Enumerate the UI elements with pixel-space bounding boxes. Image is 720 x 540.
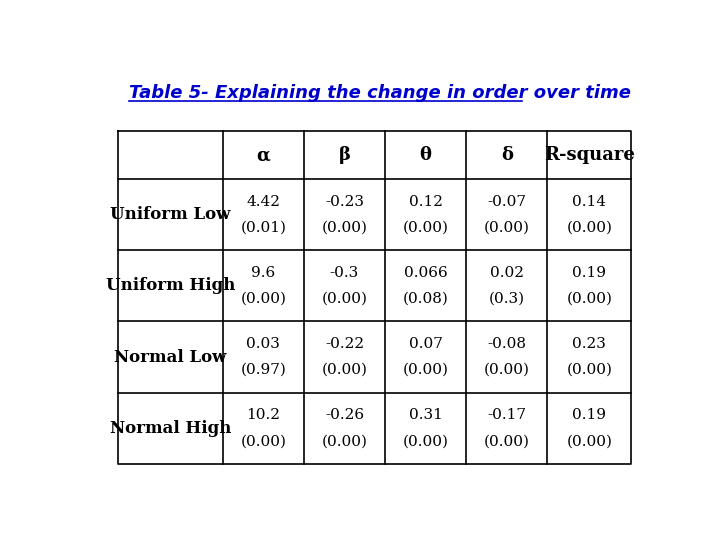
Text: 0.12: 0.12 <box>409 194 443 208</box>
Text: (0.00): (0.00) <box>321 434 367 448</box>
Text: δ: δ <box>501 146 513 164</box>
Text: R-square: R-square <box>544 146 635 164</box>
Text: 0.07: 0.07 <box>409 337 443 351</box>
Text: (0.00): (0.00) <box>567 363 612 377</box>
Text: -0.22: -0.22 <box>325 337 364 351</box>
Text: 0.02: 0.02 <box>490 266 524 280</box>
Text: Uniform Low: Uniform Low <box>110 206 230 223</box>
Text: (0.97): (0.97) <box>240 363 287 377</box>
Text: 0.14: 0.14 <box>572 194 606 208</box>
Text: (0.00): (0.00) <box>240 434 287 448</box>
Text: (0.00): (0.00) <box>321 292 367 306</box>
Text: (0.00): (0.00) <box>567 434 612 448</box>
Text: 4.42: 4.42 <box>246 194 280 208</box>
Text: 0.31: 0.31 <box>409 408 443 422</box>
Text: 0.23: 0.23 <box>572 337 606 351</box>
Text: (0.00): (0.00) <box>567 292 612 306</box>
Text: Uniform High: Uniform High <box>106 277 235 294</box>
Text: (0.01): (0.01) <box>240 220 287 234</box>
Text: (0.00): (0.00) <box>240 292 287 306</box>
Text: (0.08): (0.08) <box>402 292 449 306</box>
Text: 10.2: 10.2 <box>246 408 280 422</box>
Text: β: β <box>338 146 351 164</box>
Text: (0.00): (0.00) <box>321 363 367 377</box>
Text: (0.00): (0.00) <box>321 220 367 234</box>
Text: 9.6: 9.6 <box>251 266 275 280</box>
Text: -0.23: -0.23 <box>325 194 364 208</box>
Text: (0.3): (0.3) <box>489 292 525 306</box>
Text: (0.00): (0.00) <box>484 434 530 448</box>
Text: 0.19: 0.19 <box>572 266 606 280</box>
Text: α: α <box>256 146 270 164</box>
Text: θ: θ <box>420 146 432 164</box>
Text: -0.3: -0.3 <box>330 266 359 280</box>
Text: 0.066: 0.066 <box>404 266 448 280</box>
Text: (0.00): (0.00) <box>567 220 612 234</box>
Text: 0.03: 0.03 <box>246 337 280 351</box>
Text: (0.00): (0.00) <box>402 434 449 448</box>
Text: (0.00): (0.00) <box>484 220 530 234</box>
Text: -0.17: -0.17 <box>487 408 526 422</box>
Text: -0.07: -0.07 <box>487 194 526 208</box>
Text: Table 5- Explaining the change in order over time: Table 5- Explaining the change in order … <box>129 84 631 102</box>
Text: -0.26: -0.26 <box>325 408 364 422</box>
Text: (0.00): (0.00) <box>402 220 449 234</box>
Text: Normal High: Normal High <box>109 420 231 437</box>
Text: (0.00): (0.00) <box>484 363 530 377</box>
Text: -0.08: -0.08 <box>487 337 526 351</box>
Text: 0.19: 0.19 <box>572 408 606 422</box>
Text: Normal Low: Normal Low <box>114 348 227 366</box>
Text: (0.00): (0.00) <box>402 363 449 377</box>
